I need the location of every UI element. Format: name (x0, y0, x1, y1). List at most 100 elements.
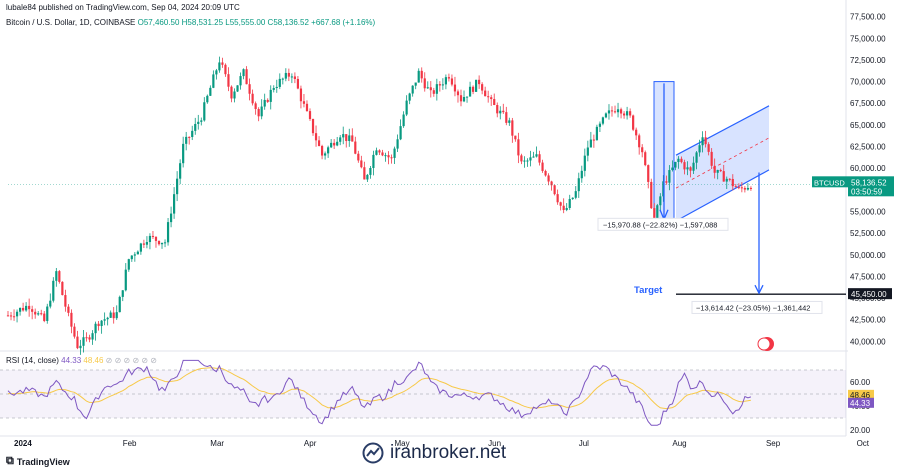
candle-body (85, 337, 88, 339)
candle-body (568, 198, 571, 208)
candle-body (556, 194, 559, 203)
candle-body (242, 69, 245, 77)
channel-top-line (675, 105, 770, 156)
y-tick-label: 77,500.00 (850, 13, 886, 22)
candle-body (580, 170, 583, 179)
candle-body (257, 109, 260, 117)
candle-body (538, 154, 541, 163)
candle-body (188, 136, 191, 138)
x-tick-label: Apr (304, 439, 317, 448)
y-tick-label: 72,500.00 (850, 56, 886, 65)
candle-body (402, 114, 405, 127)
candle-body (109, 312, 112, 318)
candle-body (354, 141, 357, 154)
candle-body (49, 300, 52, 307)
candle-body (695, 152, 698, 163)
y-tick-label: 67,500.00 (850, 99, 886, 108)
candle-body (94, 323, 97, 334)
rsi-ma-tag-bg (848, 389, 874, 400)
ohlc-low: L55,555.00 (225, 18, 266, 27)
candle-body (12, 316, 16, 318)
candle-body (487, 96, 490, 98)
publisher-line: lubale84 published on TradingView.com, S… (6, 3, 240, 12)
candle-body (251, 93, 254, 104)
target-tag-bg (848, 288, 892, 300)
candle-body (28, 305, 31, 310)
candle-body (613, 111, 617, 113)
candle-body (698, 145, 701, 153)
y-tick-label: 52,500.00 (850, 229, 886, 238)
candle-body (197, 121, 200, 124)
candle-body (641, 147, 644, 153)
candle-body (266, 99, 269, 102)
price-tag-value: 58,136.52 (851, 178, 887, 187)
candle-body (148, 235, 152, 243)
candle-body (544, 170, 547, 176)
candle-body (263, 99, 266, 107)
ohlc-close: C58,136.52 (267, 18, 309, 27)
candle-body (145, 242, 149, 245)
candle-body (638, 135, 641, 148)
candle-body (381, 152, 384, 156)
candle-body (182, 143, 185, 164)
candle-body (330, 142, 333, 148)
candle-body (526, 160, 529, 162)
measure1-box (597, 217, 729, 231)
candle-body (215, 70, 218, 75)
candle-body (601, 117, 605, 124)
candle-body (76, 336, 79, 349)
candle-body (46, 306, 49, 321)
x-tick-label: Aug (672, 439, 686, 448)
candle-body (372, 154, 375, 168)
tradingview-brand: ⧉ TradingView (6, 455, 70, 468)
candle-body (100, 320, 103, 327)
candle-body (535, 154, 538, 157)
x-tick-label: Jun (488, 439, 501, 448)
price-tag-countdown: 03:50:59 (851, 187, 883, 196)
candle-body (324, 153, 327, 156)
candle-body (746, 187, 749, 190)
candle-body (384, 155, 387, 157)
symbol-name: Bitcoin / U.S. Dollar, 1D, COINBASE (6, 18, 136, 27)
candle-body (151, 235, 155, 237)
candle-body (559, 202, 562, 206)
candle-body (725, 178, 728, 182)
candle-body (348, 135, 351, 141)
candle-body (607, 110, 611, 114)
rsi-ma-tag: 48.46 (850, 391, 871, 400)
candle-body (127, 259, 130, 270)
candle-body (88, 337, 91, 340)
candle-body (336, 141, 339, 146)
candle-body (37, 313, 40, 315)
rsi-tag-bg (848, 397, 874, 408)
y-tick-label: 75,000.00 (850, 34, 886, 43)
candle-body (511, 120, 514, 136)
x-tick-label: Jul (579, 439, 589, 448)
candle-body (61, 281, 64, 296)
candle-body (680, 158, 683, 163)
ohlc-high: H58,531.25 (181, 18, 224, 27)
candle-body (305, 103, 309, 112)
candle-body (420, 70, 423, 79)
candle-body (22, 307, 25, 311)
candle-body (18, 307, 22, 312)
y-tick-label: 47,500.00 (850, 272, 886, 281)
candle-body (254, 103, 257, 110)
candle-body (311, 119, 315, 134)
rsi-tick-label: 60.00 (850, 378, 871, 387)
price-tag-symbol-bg (812, 176, 848, 188)
candle-body (366, 174, 369, 180)
candle-body (743, 188, 746, 190)
x-tick-label: Mar (210, 439, 224, 448)
candle-body (432, 90, 435, 94)
candle-body (707, 144, 710, 152)
candle-body (508, 120, 511, 123)
candle-body (296, 78, 300, 89)
x-tick-label: Feb (123, 439, 137, 448)
indicator-icons[interactable]: ⊘ ⊘ ⊘ ⊘ ⊘ ⊘ (105, 356, 158, 365)
candle-body (212, 74, 215, 88)
candle-body (465, 96, 469, 98)
rsi-ma-line (8, 367, 751, 410)
candle-body (176, 178, 179, 195)
